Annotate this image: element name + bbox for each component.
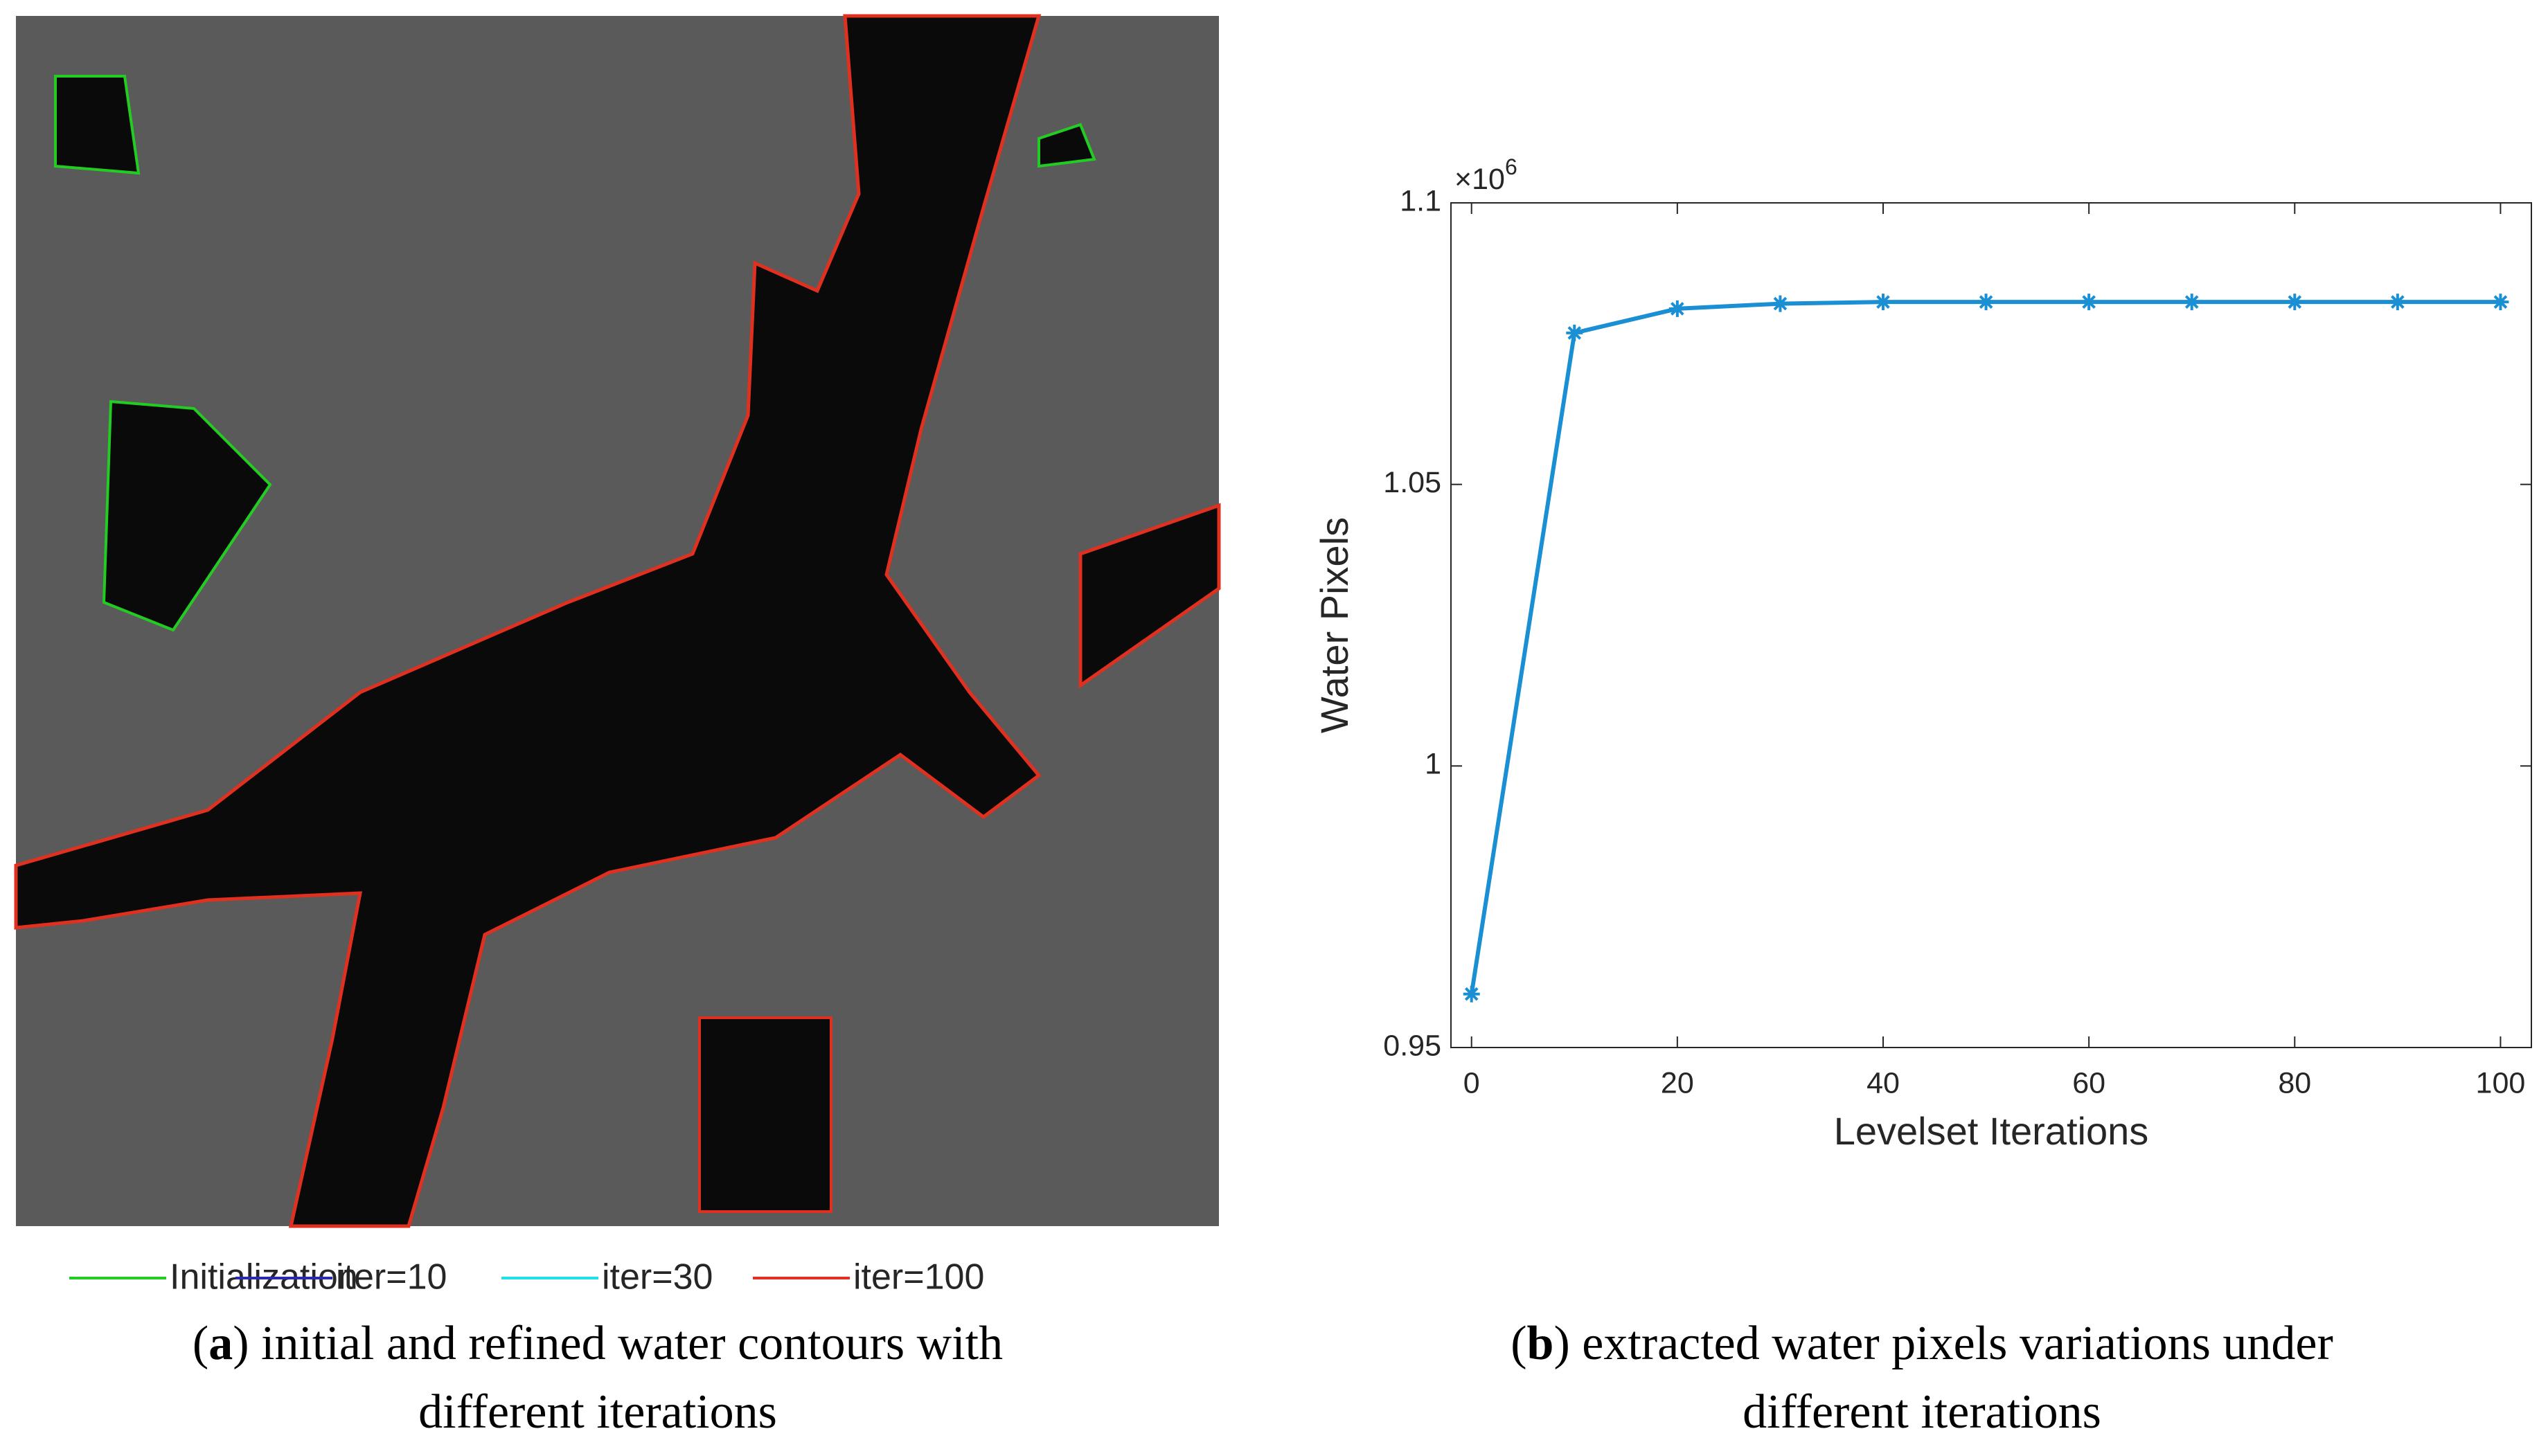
fish-ponds [698,1016,832,1213]
x-tick-label: 40 [1867,1066,1900,1099]
river [14,14,1042,1228]
caption-part: a [208,1317,233,1370]
legend-label: iter=30 [602,1257,713,1297]
river-branch [1078,503,1221,689]
caption-part: ( [1511,1317,1526,1370]
data-marker [1875,294,1891,311]
legend-label: iter=10 [336,1257,447,1297]
x-tick-label: 60 [2072,1066,2105,1099]
pond [1037,123,1096,168]
y-tick-label: 0.95 [1383,1029,1441,1062]
y-tick-label: 1.1 [1400,184,1441,217]
data-marker [2286,294,2304,311]
data-marker [1977,294,1995,311]
caption-line: (b) extracted water pixels variations un… [1511,1317,2333,1370]
caption-part: different iterations [418,1385,777,1439]
data-marker [1668,300,1686,317]
y-tick-label: 1 [1425,748,1441,781]
caption-line: different iterations [418,1385,777,1439]
x-tick-label: 100 [2476,1066,2526,1099]
data-marker [1772,295,1789,312]
caption-line: different iterations [1743,1385,2101,1439]
pond [54,75,141,175]
caption: (b) extracted water pixels variations un… [1511,1317,2333,1439]
y-tick-label: 1.05 [1383,466,1441,499]
x-tick-label: 20 [1661,1066,1694,1099]
caption-part: ) extracted water pixels variations unde… [1553,1317,2333,1370]
caption-part: b [1527,1317,1554,1370]
x-tick-label: 0 [1463,1066,1480,1099]
caption-line: (a) initial and refined water contours w… [193,1317,1003,1370]
data-marker [1566,324,1583,341]
exponent-power: 6 [1505,154,1517,179]
data-marker [2081,294,2098,311]
axis-exponent: ×106 [1454,154,1517,196]
sar-image [14,14,1221,1228]
caption: (a) initial and refined water contours w… [193,1317,1003,1439]
data-marker [2389,294,2406,311]
data-marker [1463,985,1480,1003]
data-marker [2183,294,2200,311]
legend-label: iter=100 [853,1257,984,1297]
data-marker [2492,294,2509,311]
chart: 0.95 1 1.05 1.1 0 20 40 60 80 100 Levelset Iterati… [1312,154,2532,1153]
exponent-base: ×10 [1454,163,1505,196]
caption-part: ( [193,1317,208,1370]
caption-part: different iterations [1743,1385,2101,1439]
x-axis-label: Levelset Iterations [1834,1109,2148,1153]
y-axis-label: Water Pixels [1312,517,1356,733]
plot-area [1450,202,2532,1048]
pond [102,399,272,632]
x-tick-label: 80 [2278,1066,2311,1099]
caption-part: ) initial and refined water contours wit… [233,1317,1003,1370]
